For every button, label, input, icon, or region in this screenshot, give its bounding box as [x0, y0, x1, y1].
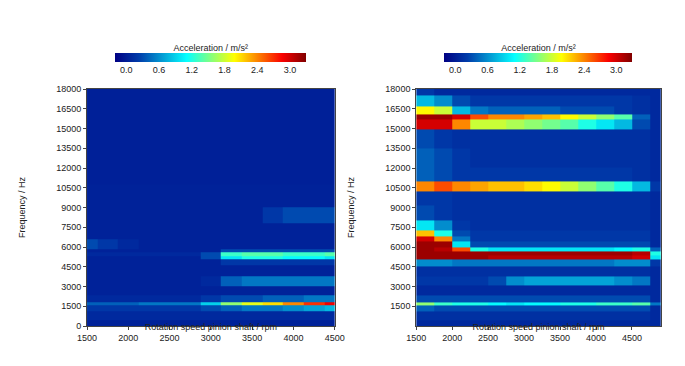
svg-text:2.4: 2.4 — [251, 65, 264, 75]
svg-text:3.0: 3.0 — [284, 65, 297, 75]
svg-text:2000: 2000 — [118, 333, 138, 343]
svg-text:1.2: 1.2 — [513, 65, 526, 75]
svg-text:16500: 16500 — [385, 104, 410, 114]
svg-text:16500: 16500 — [56, 104, 81, 114]
svg-text:4000: 4000 — [586, 333, 606, 343]
svg-text:12000: 12000 — [56, 163, 81, 173]
svg-text:4500: 4500 — [390, 262, 410, 272]
svg-text:7500: 7500 — [61, 222, 81, 232]
svg-text:7500: 7500 — [390, 222, 410, 232]
svg-text:1.8: 1.8 — [546, 65, 559, 75]
svg-text:13500: 13500 — [56, 143, 81, 153]
svg-text:15000: 15000 — [56, 124, 81, 134]
svg-text:1500: 1500 — [390, 301, 410, 311]
svg-text:Acceleration / m/s²: Acceleration / m/s² — [174, 43, 249, 53]
svg-text:3500: 3500 — [550, 333, 570, 343]
svg-text:18000: 18000 — [385, 84, 410, 94]
svg-text:2000: 2000 — [442, 333, 462, 343]
svg-text:13500: 13500 — [385, 143, 410, 153]
svg-text:6000: 6000 — [390, 242, 410, 252]
svg-text:2500: 2500 — [160, 333, 180, 343]
svg-text:3000: 3000 — [514, 333, 534, 343]
svg-text:4500: 4500 — [325, 333, 345, 343]
svg-text:3000: 3000 — [61, 282, 81, 292]
svg-text:3000: 3000 — [390, 282, 410, 292]
svg-text:2500: 2500 — [478, 333, 498, 343]
svg-text:Rotation speed pinion shaft /: Rotation speed pinion shaft / rpm — [472, 322, 604, 332]
svg-text:0: 0 — [76, 321, 81, 331]
svg-text:10500: 10500 — [385, 183, 410, 193]
svg-text:0.6: 0.6 — [153, 65, 166, 75]
svg-text:12000: 12000 — [385, 163, 410, 173]
svg-text:9000: 9000 — [390, 203, 410, 213]
svg-text:1500: 1500 — [77, 333, 97, 343]
svg-text:Frequency / Hz: Frequency / Hz — [346, 176, 356, 238]
svg-text:Acceleration / m/s²: Acceleration / m/s² — [501, 43, 576, 53]
svg-text:9000: 9000 — [61, 203, 81, 213]
svg-text:Rotation speed pinion shaft /: Rotation speed pinion shaft / rpm — [145, 322, 277, 332]
svg-text:1500: 1500 — [61, 301, 81, 311]
svg-text:Frequency / Hz: Frequency / Hz — [17, 176, 27, 238]
svg-text:1.2: 1.2 — [185, 65, 198, 75]
svg-text:3000: 3000 — [201, 333, 221, 343]
svg-text:3.0: 3.0 — [610, 65, 623, 75]
svg-text:0.0: 0.0 — [120, 65, 133, 75]
svg-text:3500: 3500 — [242, 333, 262, 343]
svg-text:4500: 4500 — [622, 333, 642, 343]
svg-text:15000: 15000 — [385, 124, 410, 134]
svg-text:0.0: 0.0 — [449, 65, 462, 75]
svg-text:18000: 18000 — [56, 84, 81, 94]
svg-text:6000: 6000 — [61, 242, 81, 252]
svg-text:1500: 1500 — [406, 333, 426, 343]
svg-text:2.4: 2.4 — [578, 65, 591, 75]
svg-text:10500: 10500 — [56, 183, 81, 193]
svg-text:0.6: 0.6 — [481, 65, 494, 75]
svg-text:4000: 4000 — [283, 333, 303, 343]
svg-text:4500: 4500 — [61, 262, 81, 272]
svg-text:1.8: 1.8 — [218, 65, 231, 75]
